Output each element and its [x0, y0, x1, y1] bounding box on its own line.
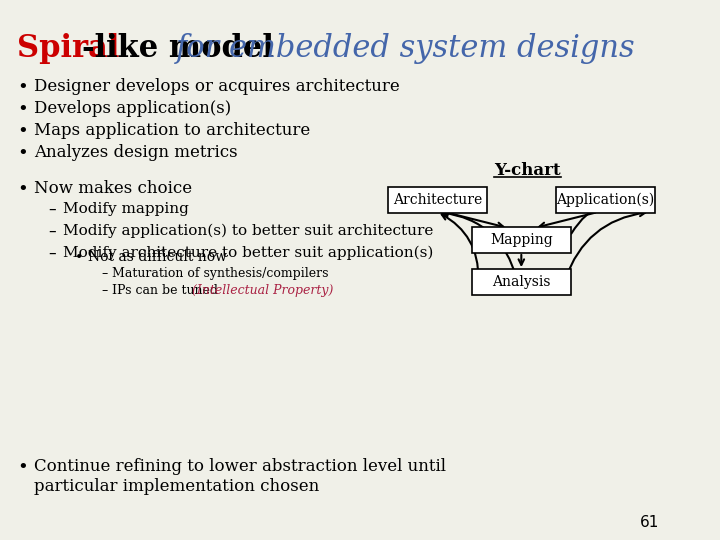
Text: Modify mapping: Modify mapping — [63, 202, 189, 216]
Text: Y-chart: Y-chart — [495, 162, 561, 179]
Text: Develops application(s): Develops application(s) — [34, 100, 231, 117]
Text: –: – — [101, 267, 107, 280]
Text: Maturation of synthesis/compilers: Maturation of synthesis/compilers — [112, 267, 328, 280]
Text: Spiral: Spiral — [17, 33, 120, 64]
Text: •: • — [17, 100, 27, 118]
FancyBboxPatch shape — [388, 187, 487, 213]
Text: (Intellectual Property): (Intellectual Property) — [192, 284, 334, 297]
Text: •: • — [17, 78, 27, 96]
Text: 61: 61 — [640, 515, 660, 530]
Text: –: – — [48, 224, 56, 239]
Text: Now makes choice: Now makes choice — [34, 180, 192, 197]
Text: Application(s): Application(s) — [557, 193, 654, 207]
Text: Mapping: Mapping — [490, 233, 553, 247]
FancyBboxPatch shape — [472, 269, 571, 295]
Text: •: • — [17, 122, 27, 140]
Text: •: • — [17, 458, 27, 476]
Text: Architecture: Architecture — [392, 193, 482, 207]
Text: Modify architecture to better suit application(s): Modify architecture to better suit appli… — [63, 246, 433, 260]
Text: Not as difficult now: Not as difficult now — [88, 250, 227, 264]
Text: •: • — [17, 144, 27, 162]
Text: particular implementation chosen: particular implementation chosen — [34, 478, 319, 495]
Text: Maps application to architecture: Maps application to architecture — [34, 122, 310, 139]
Text: Analysis: Analysis — [492, 275, 551, 289]
Text: Modify application(s) to better suit architecture: Modify application(s) to better suit arc… — [63, 224, 433, 238]
Text: -like model: -like model — [82, 33, 284, 64]
Text: •: • — [75, 250, 83, 264]
Text: IPs can be tuned: IPs can be tuned — [112, 284, 222, 297]
Text: for embedded system designs: for embedded system designs — [176, 33, 635, 64]
FancyBboxPatch shape — [472, 227, 571, 253]
Text: Continue refining to lower abstraction level until: Continue refining to lower abstraction l… — [34, 458, 446, 475]
Text: Analyzes design metrics: Analyzes design metrics — [34, 144, 238, 161]
FancyBboxPatch shape — [556, 187, 655, 213]
Text: •: • — [17, 180, 27, 198]
Text: –: – — [48, 246, 56, 261]
Text: –: – — [48, 202, 56, 217]
Text: Designer develops or acquires architecture: Designer develops or acquires architectu… — [34, 78, 400, 95]
Text: –: – — [101, 284, 107, 297]
